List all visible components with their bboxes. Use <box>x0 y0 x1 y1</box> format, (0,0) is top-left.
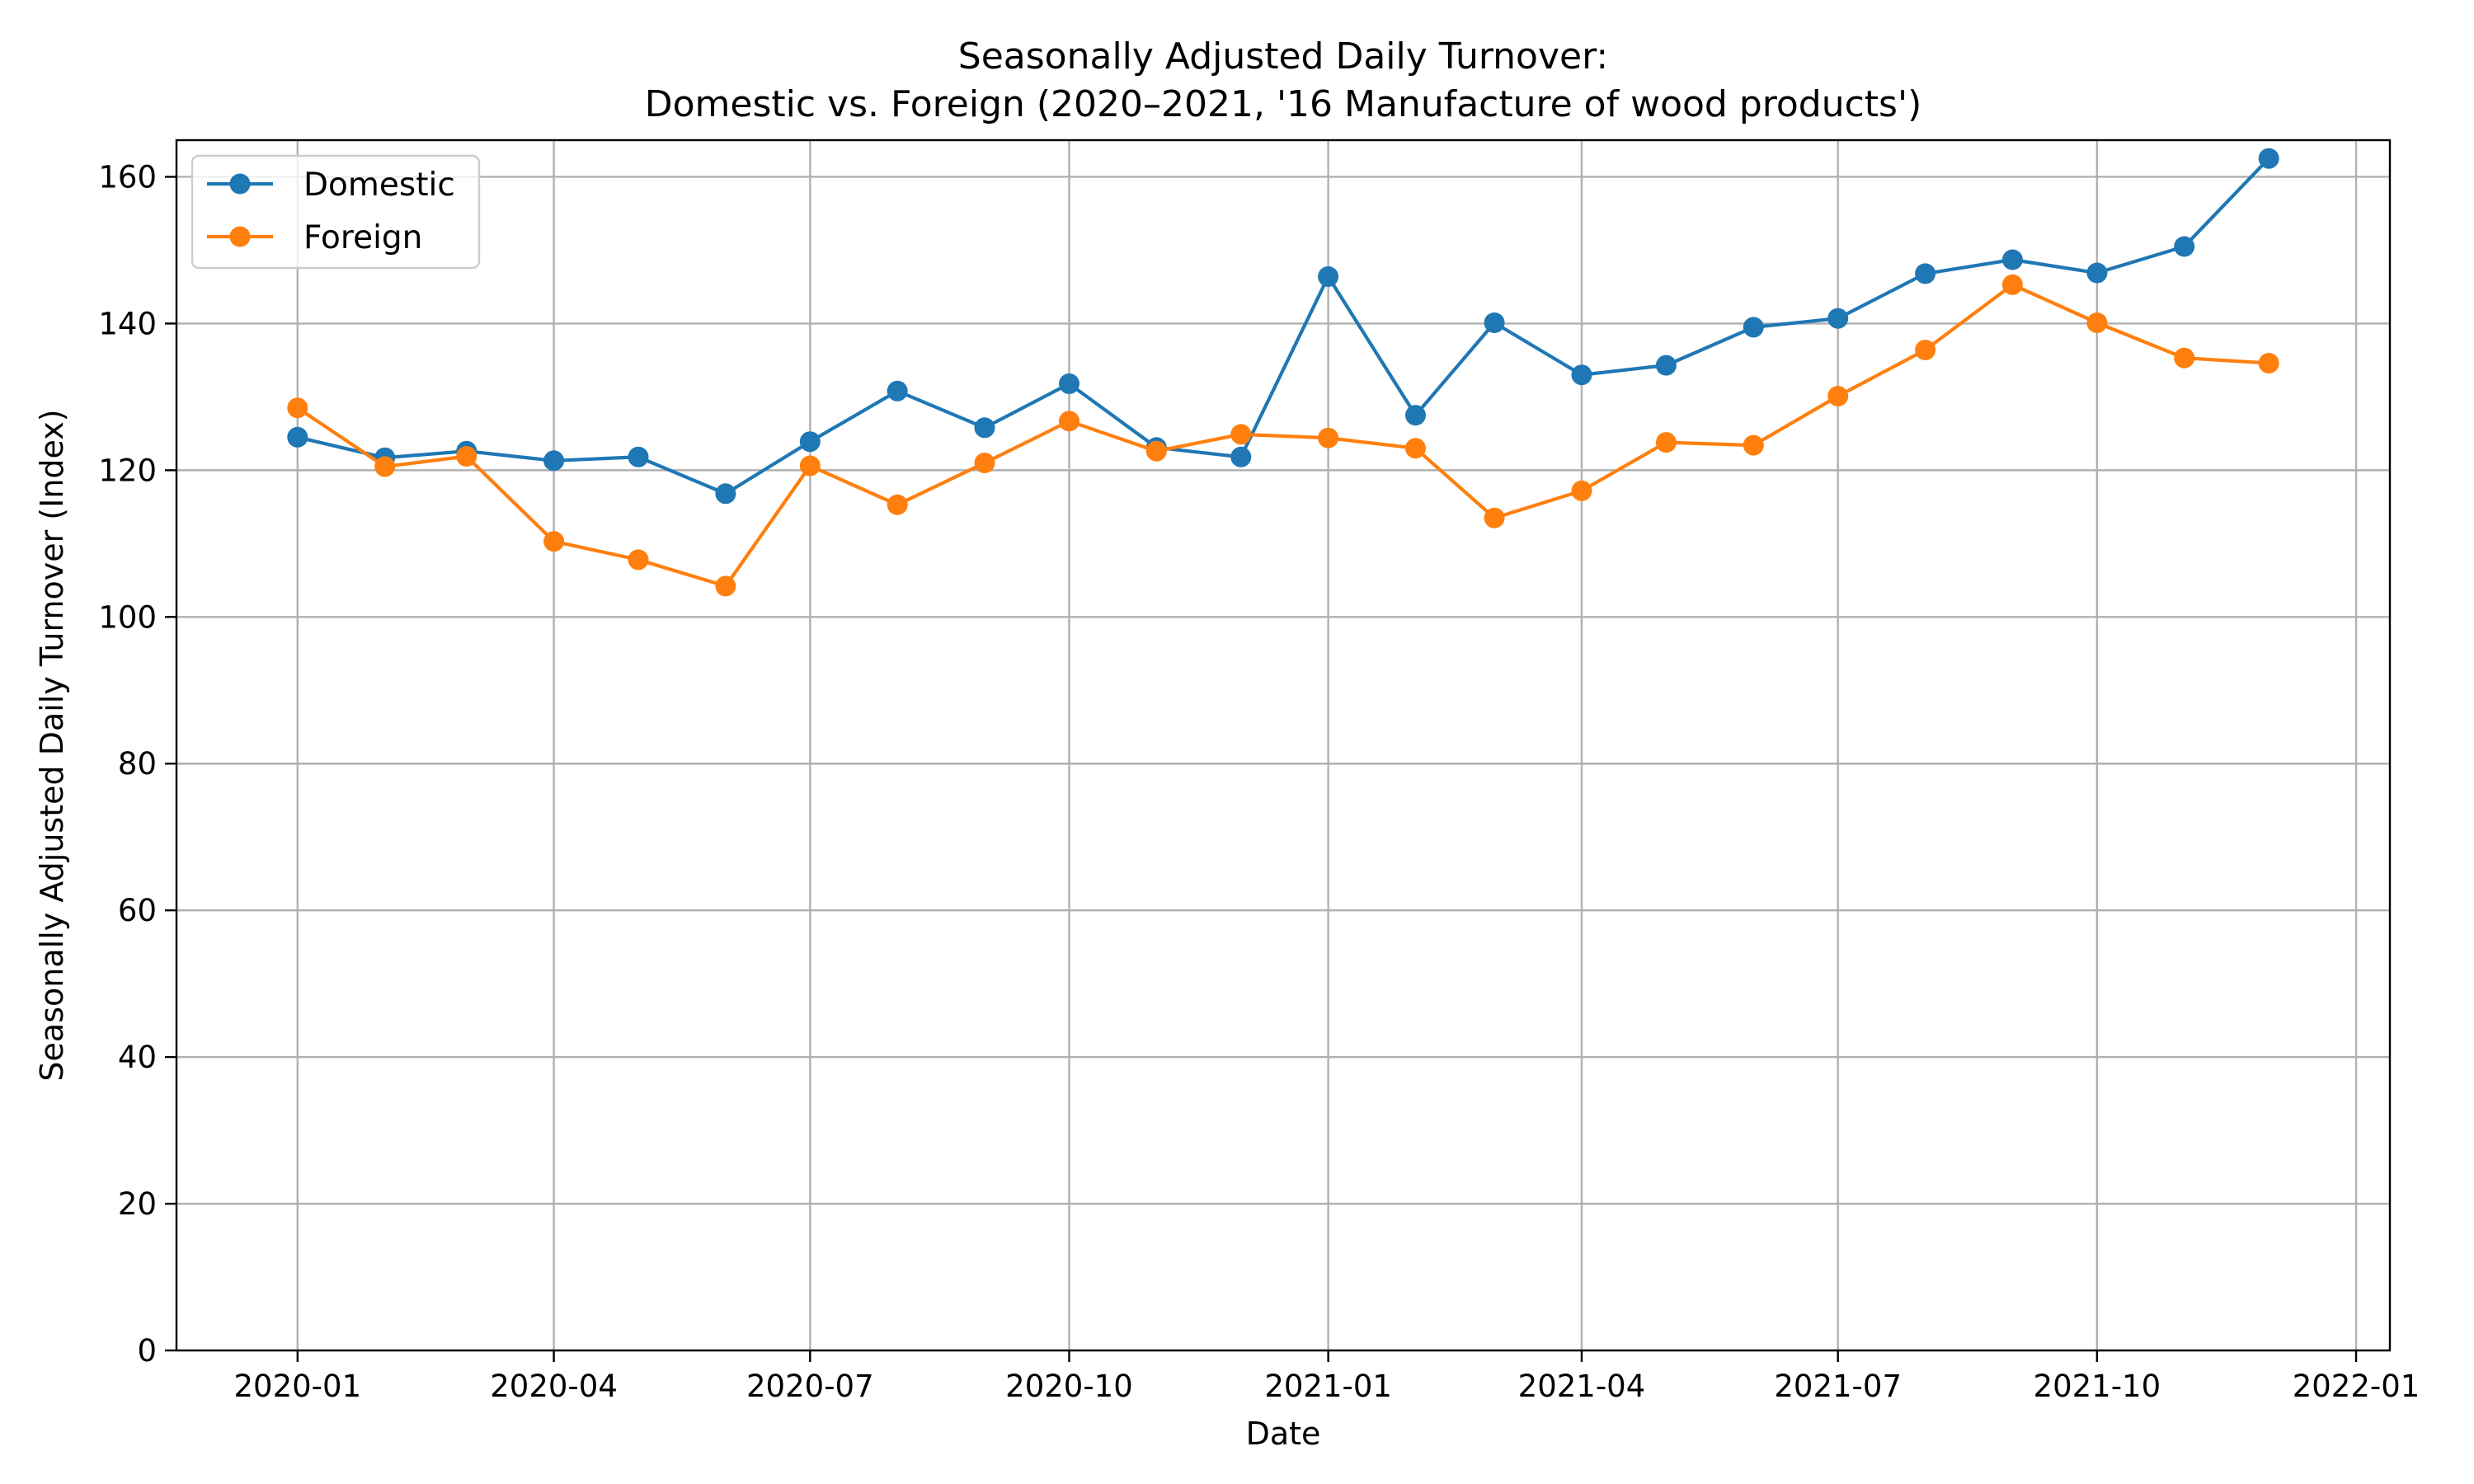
x-tick-label: 2020-10 <box>1005 1369 1133 1404</box>
data-point-foreign <box>887 494 908 515</box>
data-point-foreign <box>2174 347 2195 369</box>
data-point-domestic <box>887 380 908 402</box>
data-point-domestic <box>1571 364 1592 386</box>
data-point-foreign <box>1743 434 1764 456</box>
data-point-domestic <box>628 446 649 467</box>
legend-item-domestic: Domestic <box>207 167 455 204</box>
series-layer <box>287 148 2279 597</box>
y-axis-label: Seasonally Adjusted Daily Turnover (Inde… <box>34 409 70 1081</box>
data-point-foreign <box>628 549 649 571</box>
series-line-foreign <box>296 283 2269 589</box>
data-point-foreign <box>1318 427 1339 448</box>
x-tick-label: 2021-07 <box>1774 1369 1902 1404</box>
y-tick-label: 0 <box>137 1333 157 1369</box>
data-point-foreign <box>1145 440 1167 462</box>
axis-ticks: 2020-01 2020-04 2020-07 2020-10 2021-01 2021-… <box>98 159 2420 1404</box>
x-axis-label: Date <box>1246 1416 1321 1452</box>
data-point-domestic <box>1827 308 1849 329</box>
data-point-foreign <box>1405 438 1426 459</box>
x-tick-label: 2022-01 <box>2293 1369 2420 1404</box>
data-point-foreign <box>543 531 565 552</box>
data-point-foreign <box>2001 274 2023 295</box>
data-point-domestic <box>1484 312 1505 333</box>
x-tick-label: 2020-04 <box>490 1369 618 1404</box>
y-tick-label: 80 <box>118 746 157 782</box>
series-foreign <box>287 274 2279 597</box>
data-point-foreign <box>1484 507 1505 528</box>
x-tick-label: 2020-07 <box>746 1369 874 1404</box>
legend-label: Domestic <box>303 167 455 204</box>
data-point-foreign <box>1059 411 1079 432</box>
data-point-foreign <box>456 446 477 467</box>
y-tick-label: 40 <box>118 1040 157 1075</box>
x-tick-label: 2021-10 <box>2034 1369 2161 1404</box>
legend-item-foreign: Foreign <box>207 219 422 256</box>
data-point-foreign <box>1571 480 1592 501</box>
x-tick-label: 2021-04 <box>1518 1369 1646 1404</box>
data-point-domestic <box>2001 249 2023 270</box>
plot-area-frame <box>175 139 2392 1352</box>
data-point-domestic <box>2258 148 2279 169</box>
x-tick-label: 2020-01 <box>234 1369 362 1404</box>
data-point-domestic <box>287 426 308 448</box>
x-tick-label: 2021-01 <box>1264 1369 1392 1404</box>
y-tick-label: 20 <box>118 1186 157 1222</box>
data-point-foreign <box>374 456 396 477</box>
legend-label: Foreign <box>303 219 422 256</box>
data-point-domestic <box>974 417 995 439</box>
data-point-foreign <box>715 575 736 597</box>
grid <box>176 140 2390 1352</box>
data-point-domestic <box>1059 373 1079 394</box>
legend: Domestic Foreign <box>190 154 481 270</box>
chart-title-line2: Domestic vs. Foreign (2020–2021, '16 Man… <box>645 83 1922 125</box>
data-point-foreign <box>799 455 821 477</box>
legend-swatch-marker <box>229 173 251 195</box>
data-point-foreign <box>2086 312 2108 333</box>
data-point-domestic <box>1743 317 1764 338</box>
y-tick-label: 60 <box>118 893 157 928</box>
series-line-domestic <box>297 157 2270 495</box>
data-point-foreign <box>1827 386 1849 406</box>
series-domestic <box>287 148 2279 505</box>
data-point-foreign <box>1230 424 1252 445</box>
data-point-domestic <box>799 431 821 453</box>
y-tick-label: 120 <box>98 453 157 488</box>
data-point-domestic <box>1915 263 1936 284</box>
y-tick-label: 160 <box>98 159 157 195</box>
data-point-domestic <box>2086 262 2108 284</box>
data-point-domestic <box>1230 446 1252 467</box>
data-point-domestic <box>2174 236 2195 257</box>
data-point-domestic <box>1655 355 1677 376</box>
legend-swatch-marker <box>229 226 251 247</box>
y-tick-label: 100 <box>98 599 157 635</box>
chart-title-line1: Seasonally Adjusted Daily Turnover: <box>958 35 1608 77</box>
data-point-domestic <box>543 450 565 472</box>
data-point-foreign <box>1655 432 1677 453</box>
data-point-domestic <box>715 483 736 505</box>
data-point-foreign <box>1915 340 1936 360</box>
data-point-foreign <box>287 397 308 419</box>
y-tick-label: 140 <box>98 306 157 341</box>
data-point-domestic <box>1405 405 1426 426</box>
data-point-domestic <box>1318 266 1339 287</box>
data-point-foreign <box>974 453 995 473</box>
data-point-foreign <box>2258 353 2279 373</box>
